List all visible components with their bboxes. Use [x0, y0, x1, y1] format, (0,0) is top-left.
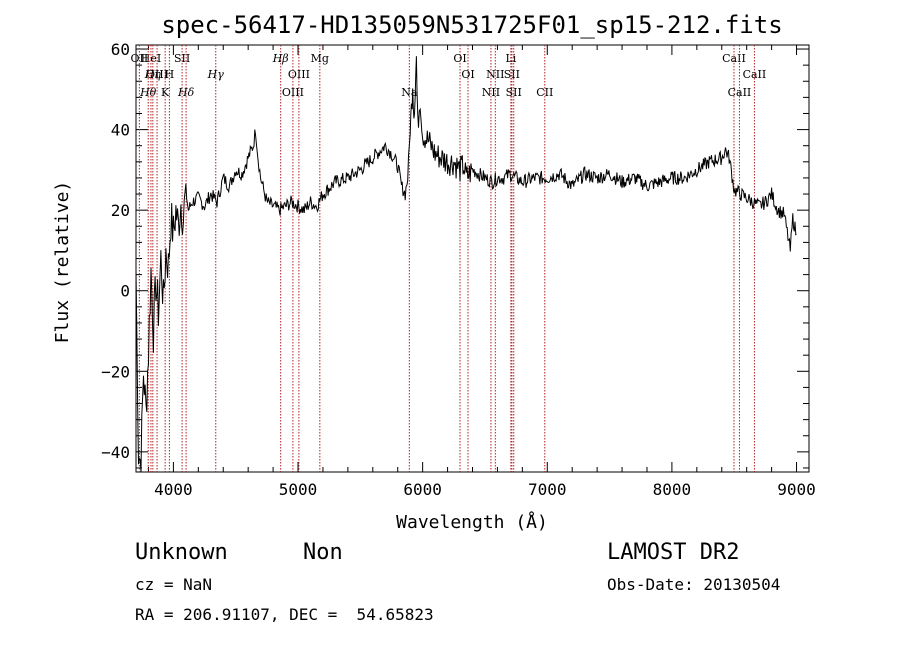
spectral-line-label: Hη	[144, 68, 162, 81]
spectrum-series	[135, 56, 797, 473]
survey-name: LAMOST DR2	[607, 540, 740, 565]
x-tick-label: 4000	[154, 480, 193, 499]
spectral-line-label: HeI	[141, 52, 161, 65]
spectral-line-label: Li	[505, 52, 516, 65]
y-tick-label: 0	[120, 282, 130, 301]
y-tick-label: 20	[111, 201, 130, 220]
spectral-line-label: OI	[461, 68, 474, 81]
obs-date: Obs-Date: 20130504	[607, 575, 781, 594]
spectral-line-label: H	[165, 68, 175, 81]
spectral-line-label: OIII	[146, 68, 168, 81]
x-tick-label: 7000	[528, 480, 567, 499]
x-axis-label: Wavelength (Å)	[396, 511, 548, 533]
subclass: Non	[303, 540, 343, 565]
spectral-line-label: NII	[482, 86, 500, 99]
plot-area	[135, 44, 810, 473]
spectral-line-label: CaII	[728, 86, 752, 99]
x-tick-label: 8000	[653, 480, 692, 499]
spectral-line-label: Hβ	[272, 52, 289, 65]
spectral-line-label: NII	[486, 68, 504, 81]
object-class: Unknown	[135, 540, 228, 565]
x-axis-ticks: 4000 5000 6000 7000 8000 9000	[147, 45, 816, 499]
spectral-line-label: Hγ	[207, 68, 225, 81]
x-tick-label: 9000	[777, 480, 816, 499]
spectral-line-label: SII	[506, 86, 522, 99]
spectral-line-label: Hδ	[177, 86, 195, 99]
spectral-line-label: SII	[504, 68, 520, 81]
spectral-line-label: CaII	[743, 68, 767, 81]
redshift: cz = NaN	[135, 575, 213, 594]
x-tick-label: 5000	[279, 480, 318, 499]
spectral-line-label: Mg	[311, 52, 329, 65]
coordinates: RA = 206.91107, DEC = 54.65823	[135, 605, 434, 624]
spectral-line-label: SII	[174, 52, 190, 65]
x-tick-label: 6000	[403, 480, 442, 499]
spectral-line-label: CaII	[722, 52, 746, 65]
spectrum-line	[135, 56, 797, 473]
y-tick-label: −40	[101, 443, 130, 462]
spectral-line-label: OI	[453, 52, 466, 65]
y-tick-label: 40	[111, 121, 130, 140]
spectral-line-label: Na	[401, 86, 418, 99]
y-tick-label: −20	[101, 362, 130, 381]
y-axis-ticks: −40 −20 0 20 40 60	[101, 40, 809, 469]
spectral-line-label: Hθ	[139, 86, 157, 99]
spectral-line-label: K	[161, 86, 170, 99]
spectral-line-label: OIII	[282, 86, 304, 99]
y-axis-label: Flux (relative)	[52, 181, 73, 344]
spectral-line-label: CII	[536, 86, 553, 99]
spectral-line-label: OIII	[288, 68, 310, 81]
chart-title: spec-56417-HD135059N531725F01_sp15-212.f…	[161, 11, 782, 39]
y-tick-label: 60	[111, 40, 130, 59]
spectral-line-label: OII	[131, 52, 149, 65]
